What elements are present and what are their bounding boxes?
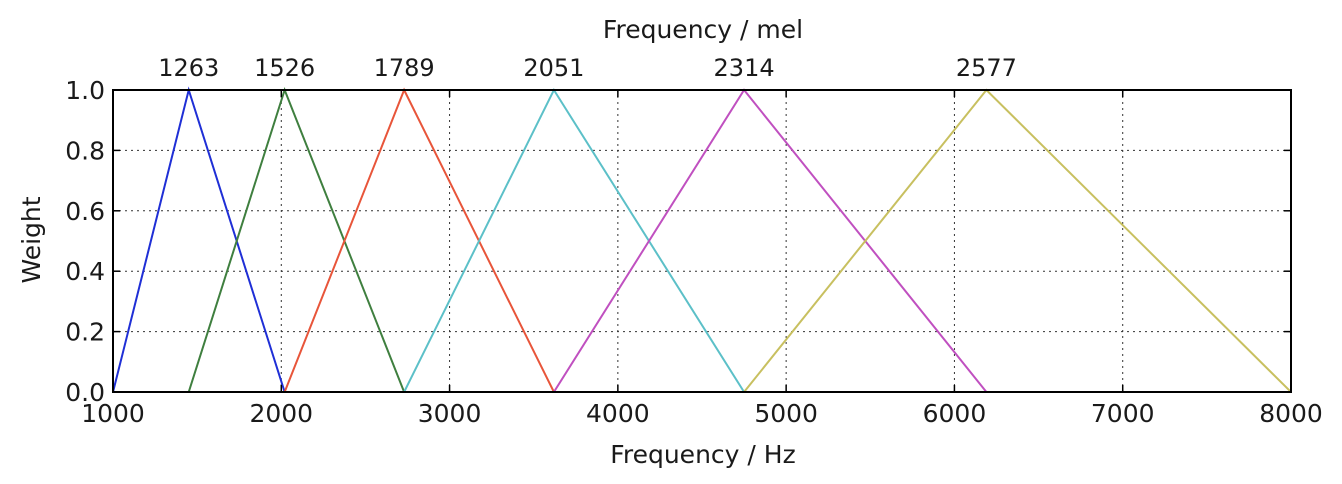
top-tick-label: 2577 xyxy=(956,54,1017,82)
x-tick-label: 8000 xyxy=(1259,399,1323,428)
series-line-3 xyxy=(283,87,555,393)
y-axis-title: Weight xyxy=(17,196,46,283)
x-axis-title: Frequency / Hz xyxy=(610,440,795,469)
plot-frame xyxy=(112,89,1292,393)
series-line-4 xyxy=(403,87,745,393)
x-tick-label: 1000 xyxy=(81,399,145,428)
top-axis-title: Frequency / mel xyxy=(603,15,803,44)
y-tick-label: 1.0 xyxy=(65,76,105,105)
series-line-6 xyxy=(743,88,1292,393)
x-tick-label: 4000 xyxy=(586,399,650,428)
series-line-2 xyxy=(187,87,406,393)
grid xyxy=(113,90,1291,392)
x-tick-label: 5000 xyxy=(754,399,818,428)
top-tick-label: 2051 xyxy=(523,54,584,82)
top-tick-label: 1789 xyxy=(374,54,435,82)
x-tick-label: 3000 xyxy=(418,399,482,428)
ticks: 1000 2000 3000 4000 5000 6000 7000 8000 0.0 0.2 0.… xyxy=(65,54,1323,428)
top-tick-label: 1526 xyxy=(254,54,315,82)
x-tick-label: 7000 xyxy=(1091,399,1155,428)
x-tick-label: 2000 xyxy=(249,399,313,428)
y-tick-label: 0.4 xyxy=(65,257,105,286)
top-tick-label: 2314 xyxy=(714,54,775,82)
y-tick-label: 0.0 xyxy=(65,378,105,407)
series-line-1 xyxy=(112,86,286,393)
x-tick-label: 6000 xyxy=(923,399,987,428)
y-tick-label: 0.8 xyxy=(65,136,105,165)
top-tick-label: 1263 xyxy=(158,54,219,82)
y-tick-label: 0.2 xyxy=(65,318,105,347)
series-line-5 xyxy=(553,88,988,393)
series-lines xyxy=(112,86,1292,393)
y-tick-label: 0.6 xyxy=(65,197,105,226)
